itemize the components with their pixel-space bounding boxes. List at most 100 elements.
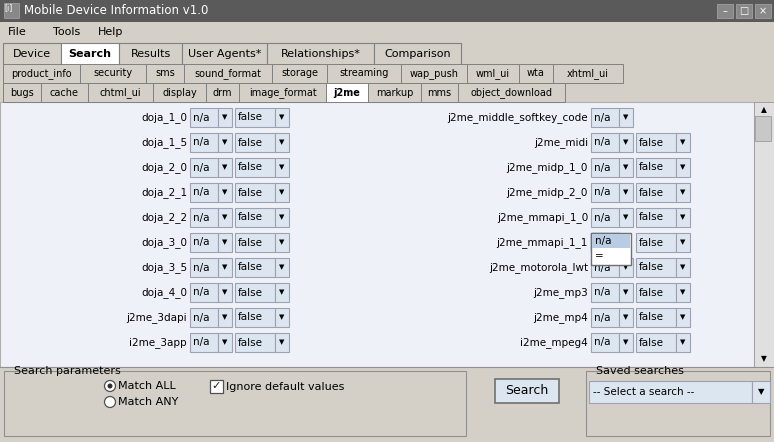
Bar — [676, 208, 690, 227]
Text: false: false — [639, 187, 664, 198]
Bar — [619, 308, 633, 327]
Bar — [327, 64, 401, 83]
Text: ▼: ▼ — [279, 240, 285, 245]
Text: false: false — [238, 187, 263, 198]
Text: false: false — [639, 312, 664, 323]
Bar — [636, 258, 676, 277]
Bar — [636, 158, 676, 177]
Text: Search parameters: Search parameters — [14, 366, 121, 376]
Text: mms: mms — [427, 88, 451, 98]
Text: ▼: ▼ — [623, 114, 628, 121]
Bar — [591, 308, 619, 327]
Bar — [239, 83, 326, 102]
Bar — [591, 208, 619, 227]
Bar — [676, 283, 690, 302]
Bar — [619, 208, 633, 227]
Bar — [275, 333, 289, 352]
Bar — [61, 43, 119, 65]
Bar — [636, 233, 676, 252]
Bar — [676, 158, 690, 177]
Text: -- Select a search --: -- Select a search -- — [593, 387, 694, 397]
Text: doja_2_0: doja_2_0 — [141, 162, 187, 173]
Text: ▼: ▼ — [222, 264, 228, 271]
Text: –: – — [723, 6, 728, 16]
Text: Device: Device — [13, 49, 51, 59]
Text: Search: Search — [69, 49, 111, 59]
Bar — [754, 102, 774, 367]
Bar — [235, 158, 275, 177]
Circle shape — [104, 396, 115, 408]
Bar — [636, 133, 676, 152]
Text: markup: markup — [376, 88, 413, 98]
Text: n/a: n/a — [594, 263, 611, 273]
Text: drm: drm — [213, 88, 232, 98]
Bar — [752, 381, 770, 403]
Text: chtml_ui: chtml_ui — [100, 87, 142, 98]
Text: false: false — [639, 287, 664, 297]
Bar — [3, 64, 80, 83]
Bar — [401, 64, 467, 83]
Text: Saved searches: Saved searches — [596, 366, 684, 376]
Text: false: false — [238, 312, 263, 323]
Text: n/a: n/a — [193, 113, 210, 122]
Text: n/a: n/a — [193, 163, 210, 172]
Text: ▼: ▼ — [680, 214, 686, 221]
Text: ▼: ▼ — [623, 339, 628, 346]
Text: sms: sms — [155, 69, 175, 79]
Bar — [676, 133, 690, 152]
Text: n/a: n/a — [594, 287, 611, 297]
Text: false: false — [639, 137, 664, 148]
Bar — [717, 4, 733, 18]
Text: Help: Help — [98, 27, 123, 37]
Bar — [3, 83, 41, 102]
Text: ▼: ▼ — [623, 190, 628, 195]
Text: ▼: ▼ — [758, 388, 764, 396]
Text: false: false — [639, 237, 664, 248]
Text: Match ANY: Match ANY — [118, 397, 178, 407]
Text: ▼: ▼ — [680, 264, 686, 271]
Text: ▼: ▼ — [279, 164, 285, 171]
Bar — [589, 381, 752, 403]
Text: ▼: ▼ — [680, 140, 686, 145]
Text: doja_1_0: doja_1_0 — [141, 112, 187, 123]
Text: n/a: n/a — [193, 287, 210, 297]
Text: n/a: n/a — [594, 163, 611, 172]
Text: ▼: ▼ — [279, 290, 285, 296]
Text: doja_4_0: doja_4_0 — [141, 287, 187, 298]
Text: false: false — [238, 113, 263, 122]
Text: n/a: n/a — [193, 213, 210, 222]
Bar — [519, 64, 553, 83]
Text: xhtml_ui: xhtml_ui — [567, 68, 609, 79]
Text: Ignore default values: Ignore default values — [226, 381, 344, 392]
Bar — [676, 233, 690, 252]
Bar — [636, 283, 676, 302]
Text: Match ALL: Match ALL — [118, 381, 176, 391]
Text: ▼: ▼ — [623, 315, 628, 320]
Text: n/a: n/a — [193, 312, 210, 323]
Bar — [235, 183, 275, 202]
Text: ▼: ▼ — [279, 339, 285, 346]
Bar — [218, 308, 232, 327]
Bar — [619, 333, 633, 352]
Bar — [592, 234, 630, 248]
Text: Results: Results — [130, 49, 170, 59]
Text: ▼: ▼ — [279, 214, 285, 221]
Text: ▼: ▼ — [279, 264, 285, 271]
Text: j2me_mp3: j2me_mp3 — [533, 287, 588, 298]
Bar — [421, 83, 458, 102]
Text: false: false — [639, 263, 664, 273]
Bar — [218, 333, 232, 352]
Text: j2me_3dapi: j2me_3dapi — [126, 312, 187, 323]
Bar — [218, 133, 232, 152]
Bar — [636, 183, 676, 202]
Text: ▼: ▼ — [222, 140, 228, 145]
Bar — [190, 108, 218, 127]
Bar — [190, 158, 218, 177]
Text: ▼: ▼ — [222, 315, 228, 320]
Bar — [190, 183, 218, 202]
Text: ▼: ▼ — [222, 190, 228, 195]
Bar — [275, 108, 289, 127]
Bar — [374, 43, 461, 65]
Bar — [190, 333, 218, 352]
Bar — [0, 367, 774, 442]
